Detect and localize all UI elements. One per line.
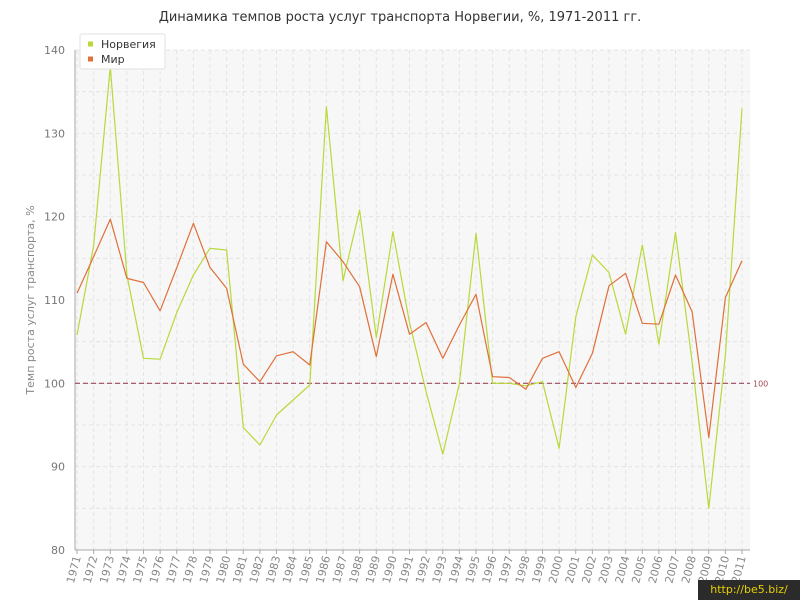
legend-swatch-0 (88, 41, 93, 47)
y-tick-label: 120 (44, 211, 65, 224)
x-axis-ticks: 1971197219731974197519761977197819791980… (64, 550, 749, 585)
y-axis-label: Темп роста услуг транспорта, % (24, 205, 37, 395)
y-tick-label: 80 (51, 544, 65, 557)
reference-line-100: 100 (75, 379, 768, 388)
series-line-1 (76, 218, 743, 439)
reference-line-label: 100 (753, 379, 768, 388)
legend-label-1: Мир (101, 53, 125, 66)
y-tick-label: 90 (51, 461, 65, 474)
y-axis-ticks: 80 90 100 110 120 130 140 (44, 44, 65, 557)
y-tick-label: 140 (44, 44, 65, 57)
legend: Норвегия Мир (79, 33, 166, 70)
series-line-0 (76, 66, 743, 509)
y-tick-label: 100 (44, 377, 65, 390)
y-tick-label: 130 (44, 127, 65, 140)
legend-label-0: Норвегия (101, 38, 156, 51)
legend-swatch-1 (88, 56, 93, 62)
series-lines (76, 66, 743, 509)
chart-title: Динамика темпов роста услуг транспорта Н… (158, 10, 642, 25)
legend-box (79, 33, 166, 70)
watermark: http://be5.biz/ (698, 580, 800, 600)
axes (74, 50, 750, 551)
y-tick-label: 110 (44, 294, 65, 307)
